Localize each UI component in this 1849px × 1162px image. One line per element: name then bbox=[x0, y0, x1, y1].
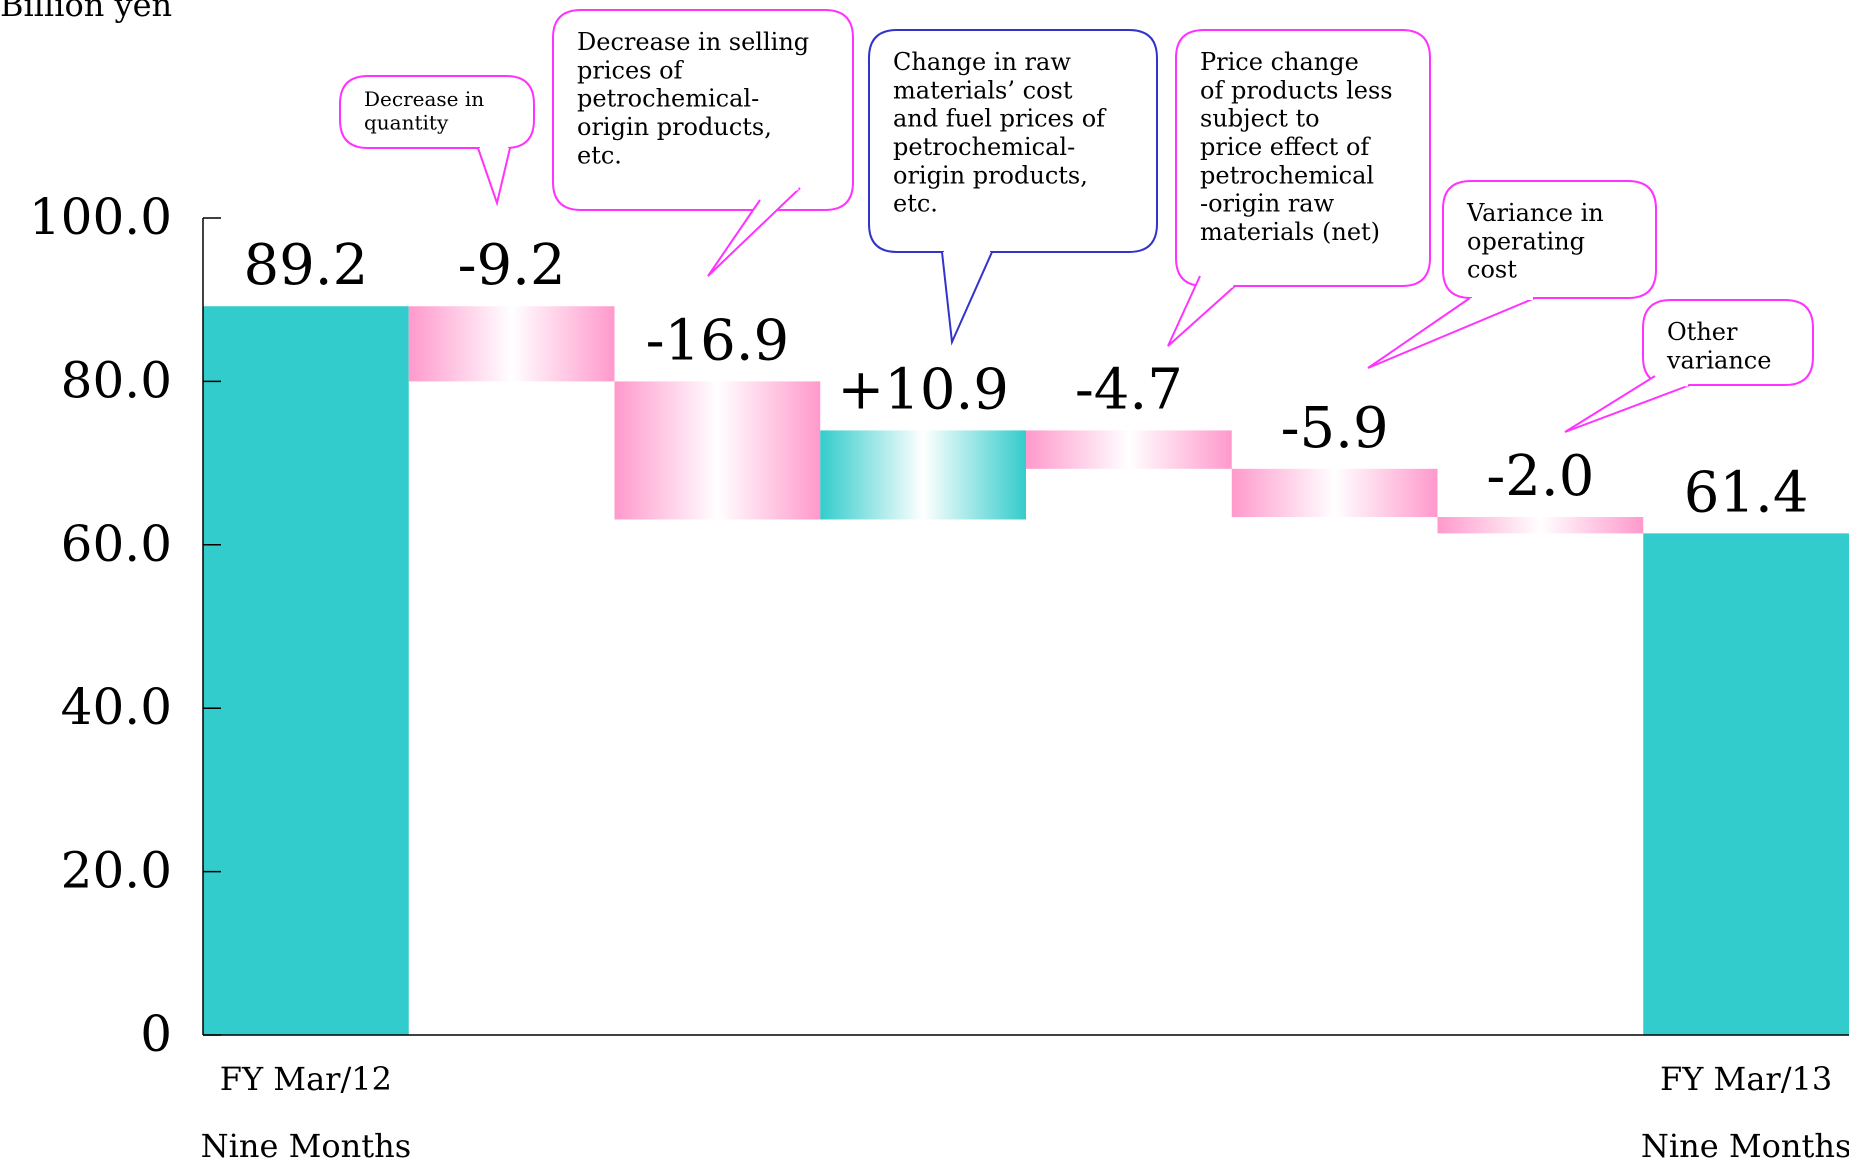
callout-pointer-3 bbox=[941, 251, 993, 346]
callout-bubble-5 bbox=[1442, 180, 1657, 299]
callout-pointer-4 bbox=[1167, 275, 1236, 347]
y-axis-unit-label: Billion yen bbox=[0, 0, 173, 24]
bar-decrease-2 bbox=[614, 381, 821, 520]
y-tick-label: 40.0 bbox=[61, 678, 172, 736]
bar-decrease-5 bbox=[1231, 468, 1438, 518]
callout-bubble-2 bbox=[552, 9, 854, 211]
category-label-line2: Nine Months bbox=[201, 1127, 411, 1162]
y-tick-label: 80.0 bbox=[61, 351, 172, 409]
callout-bubble-4 bbox=[1175, 29, 1431, 287]
callout-pointer-1 bbox=[477, 147, 511, 207]
callout-text-1: Decrease in quantity bbox=[364, 87, 484, 135]
bar-total-0 bbox=[203, 306, 409, 1036]
value-label-7: 61.4 bbox=[1684, 460, 1809, 525]
y-tick-label: 20.0 bbox=[61, 842, 172, 900]
category-label-line2: Nine Months bbox=[1641, 1127, 1849, 1162]
category-label-line1: FY Mar/12 bbox=[220, 1060, 392, 1098]
bar-decrease-6 bbox=[1437, 517, 1644, 534]
callout-text-2: Decrease in selling prices of petrochemica… bbox=[577, 28, 809, 169]
category-label-line1: FY Mar/13 bbox=[1660, 1060, 1832, 1098]
value-label-3: +10.9 bbox=[837, 357, 1009, 422]
value-label-4: -4.7 bbox=[1075, 357, 1183, 422]
callout-text-6: Other variance bbox=[1666, 318, 1771, 374]
callout-text-4: Price change of products less subject to pr… bbox=[1200, 48, 1393, 246]
bar-increase-3 bbox=[820, 430, 1026, 520]
value-label-6: -2.0 bbox=[1486, 444, 1594, 509]
value-label-2: -16.9 bbox=[646, 308, 790, 373]
y-tick-label: 0 bbox=[140, 1005, 172, 1063]
bar-total-7 bbox=[1643, 533, 1849, 1035]
y-tick-label: 60.0 bbox=[61, 515, 172, 573]
callout-bubble-3 bbox=[868, 29, 1158, 253]
callout-pointer-5 bbox=[1367, 297, 1536, 369]
callout-text-5: Variance in operating cost bbox=[1466, 199, 1604, 284]
value-label-0: 89.2 bbox=[244, 233, 369, 298]
callout-pointer-2 bbox=[707, 187, 801, 277]
callout-bubble-6 bbox=[1642, 299, 1814, 386]
y-tick-label: 100.0 bbox=[29, 188, 172, 246]
bar-decrease-4 bbox=[1026, 430, 1232, 469]
value-label-5: -5.9 bbox=[1281, 396, 1389, 461]
callout-pointer-6 bbox=[1564, 375, 1691, 433]
bar-decrease-1 bbox=[408, 306, 615, 382]
callout-text-3: Change in raw materials’ cost and fuel pri… bbox=[893, 48, 1107, 218]
value-label-1: -9.2 bbox=[458, 233, 566, 298]
